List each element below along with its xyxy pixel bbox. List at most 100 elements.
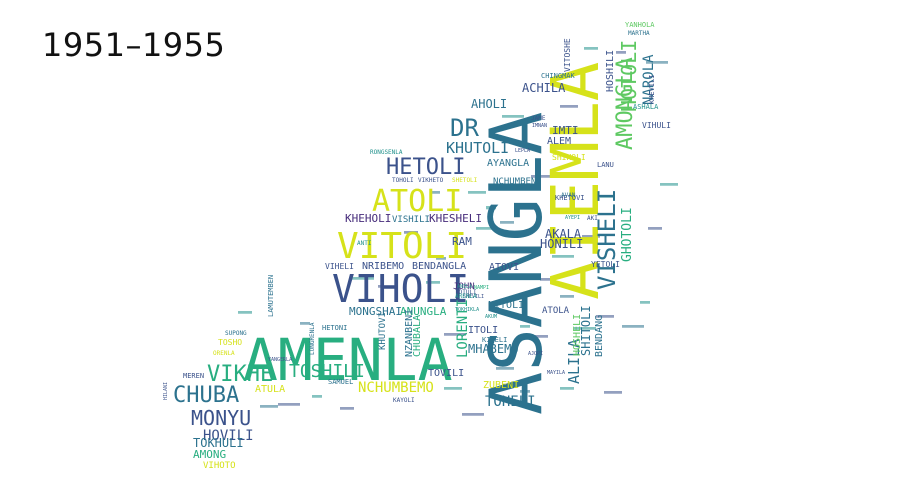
filler-word xyxy=(462,413,484,416)
filler-word xyxy=(604,391,622,394)
cloud-word: NRIBEMO xyxy=(362,261,404,272)
filler-word xyxy=(560,295,574,298)
cloud-word: HETOLI xyxy=(386,155,465,180)
cloud-word: TOKHIKLA xyxy=(455,307,479,313)
cloud-word: NZANBENI xyxy=(404,309,415,357)
filler-word xyxy=(622,325,644,328)
cloud-word: VITOSHE xyxy=(563,38,572,72)
cloud-word: VIKHE xyxy=(207,362,273,387)
cloud-word: VIKHETO xyxy=(418,177,444,184)
cloud-word: AYEPI xyxy=(565,215,580,221)
filler-word xyxy=(486,206,496,210)
cloud-word: YANHOLA xyxy=(625,21,655,29)
cloud-word: MHABEMO xyxy=(468,342,519,356)
cloud-word: ATOLI xyxy=(372,184,462,219)
cloud-word: LEPLA xyxy=(515,148,530,154)
cloud-word: AMONGLA xyxy=(613,57,638,150)
filler-word xyxy=(378,285,396,288)
filler-word xyxy=(444,387,462,390)
cloud-word: NAROLA xyxy=(641,54,657,105)
filler-word xyxy=(582,235,600,238)
cloud-word: HOVILI xyxy=(203,428,254,444)
filler-word xyxy=(404,231,418,234)
filler-word xyxy=(476,227,494,230)
filler-word xyxy=(648,227,662,230)
cloud-word: AVAN xyxy=(561,192,576,199)
filler-word xyxy=(520,325,530,328)
cloud-word: VISHILI xyxy=(392,215,430,225)
filler-word xyxy=(300,322,310,325)
cloud-word: GHOTOLI xyxy=(620,207,635,262)
cloud-word: TOSHILI xyxy=(289,361,365,382)
filler-word xyxy=(552,255,574,258)
cloud-word: ASHALA xyxy=(633,103,659,111)
cloud-word: VIHOLI xyxy=(332,267,469,311)
cloud-word: TOTULI xyxy=(455,289,477,296)
cloud-word: DR xyxy=(450,114,479,142)
cloud-word: ALEM xyxy=(547,136,571,147)
filler-word xyxy=(508,249,530,252)
cloud-word: AIEMLA xyxy=(537,62,614,300)
filler-word xyxy=(640,301,650,304)
cloud-word: AMONG xyxy=(193,448,226,461)
filler-word xyxy=(426,281,440,284)
page-title: 1951–1955 xyxy=(42,26,226,64)
filler-word xyxy=(430,191,440,194)
cloud-word: VIHULI xyxy=(642,121,671,130)
cloud-word: TOHOLI xyxy=(392,177,414,184)
cloud-word: HOSHILI xyxy=(605,50,616,92)
filler-word xyxy=(500,221,514,224)
cloud-word: ATOVI xyxy=(489,262,519,273)
cloud-word: AJOPI xyxy=(528,351,543,357)
filler-word xyxy=(584,47,598,50)
cloud-word: LANU xyxy=(597,161,614,169)
cloud-word: AYANGLA xyxy=(487,158,529,169)
cloud-word: TOVILI xyxy=(428,368,464,379)
filler-word xyxy=(352,277,374,280)
cloud-word: JAME xyxy=(531,115,546,122)
cloud-word: AKUM xyxy=(485,314,497,320)
cloud-word: KHEHOLI xyxy=(345,212,391,225)
filler-word xyxy=(600,195,614,198)
cloud-word: SHITOLI xyxy=(579,305,593,356)
cloud-word: KHEVILI xyxy=(648,74,656,104)
cloud-word: KAYOLI xyxy=(393,397,415,404)
cloud-word: ORENLA xyxy=(213,350,235,357)
cloud-word: KHUTOLI xyxy=(446,139,509,157)
cloud-word: NCHUMBENI xyxy=(493,177,542,187)
cloud-word: NCHUMBEMO xyxy=(358,380,434,396)
filler-word xyxy=(278,403,300,406)
cloud-word: SUPONG xyxy=(225,330,247,337)
filler-word xyxy=(238,311,252,314)
filler-word xyxy=(616,51,626,54)
cloud-word: ATULA xyxy=(255,384,285,395)
cloud-word: YETOLI xyxy=(591,260,620,269)
cloud-word: RAM xyxy=(452,235,472,248)
cloud-word: LONGRENLA xyxy=(309,322,316,355)
filler-word xyxy=(444,333,466,336)
filler-word xyxy=(560,105,578,108)
cloud-word: AKI xyxy=(587,215,598,222)
filler-word xyxy=(520,390,530,393)
filler-word xyxy=(646,61,668,64)
filler-word xyxy=(502,115,524,118)
cloud-word: AHOLI xyxy=(471,97,507,111)
cloud-word: KHETOVI xyxy=(555,194,585,202)
cloud-word: KHESHELI xyxy=(429,212,482,225)
cloud-word: TOHELI xyxy=(485,394,536,410)
cloud-word: VITOLI xyxy=(337,226,467,267)
cloud-word: ALILA xyxy=(565,339,583,384)
cloud-word: MEREN xyxy=(183,372,204,380)
cloud-word: JOHN xyxy=(453,282,475,292)
cloud-word: ACHILA xyxy=(522,81,566,95)
filler-word xyxy=(660,183,678,186)
cloud-word: HILANI xyxy=(163,382,169,400)
filler-word xyxy=(260,405,278,408)
cloud-word: SAMUEL xyxy=(328,378,353,386)
cloud-word: CHUBA xyxy=(173,383,239,408)
cloud-word: MARTHA xyxy=(628,30,650,37)
cloud-word: AMENLA xyxy=(243,326,453,394)
cloud-word: YANGERLA xyxy=(268,357,292,363)
cloud-word: KHUTOVI xyxy=(378,312,388,350)
